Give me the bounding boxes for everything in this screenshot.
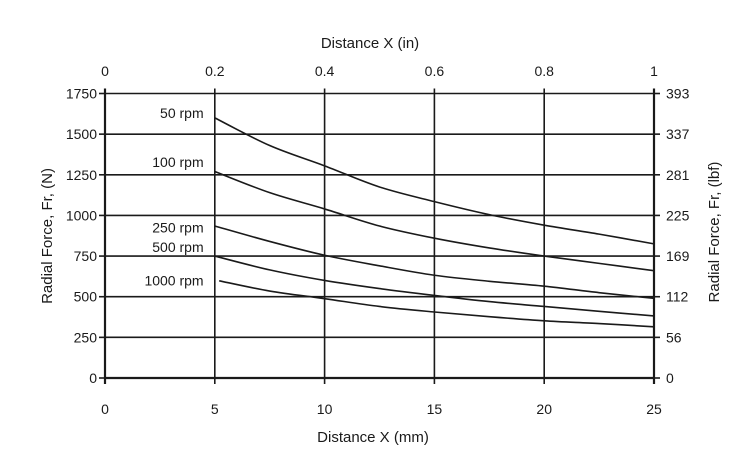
series-curve-500-rpm [214, 255, 655, 317]
x-top-tick-label: 0.4 [315, 63, 335, 79]
y-tick-label: 1000 [66, 207, 97, 223]
x-top-tick-label: 0 [101, 63, 109, 79]
series-curve-100-rpm [214, 170, 655, 272]
x-top-tick-label: 0.6 [425, 63, 445, 79]
y-tick-label: 500 [74, 289, 98, 305]
x-tick-label: 5 [211, 401, 219, 417]
y-axis-title-right: Radial Force, Fr, (lbf) [706, 162, 723, 303]
series-curve-1000-rpm [219, 279, 655, 328]
y-tick-label: 1500 [66, 126, 97, 142]
y-tick-label: 1750 [66, 86, 97, 102]
x-tick-label: 25 [646, 401, 662, 417]
series-label: 500 rpm [152, 239, 203, 255]
series-label: 50 rpm [160, 105, 204, 121]
series-labels: 50 rpm 100 rpm 250 rpm 500 rpm 1000 rpm [144, 105, 203, 288]
series-label: 1000 rpm [144, 272, 203, 288]
y-right-tick-label: 281 [666, 167, 690, 183]
axes [99, 92, 660, 379]
x-axis-title-top: Distance X (in) [321, 35, 419, 52]
y-right-tick-label: 112 [666, 289, 689, 305]
x-axis-title-bottom: Distance X (mm) [317, 429, 429, 446]
y-right-tick-label: 0 [666, 370, 674, 386]
grid-lines [103, 88, 656, 384]
x-top-tick-label: 0.2 [205, 63, 225, 79]
y-axis-title-left: Radial Force, Fr, (N) [39, 168, 56, 304]
y-right-tick-label: 56 [666, 329, 682, 345]
y-tick-label: 1250 [66, 167, 97, 183]
x-tick-label: 15 [427, 401, 443, 417]
y-tick-label: 750 [74, 248, 98, 264]
series-label: 100 rpm [152, 154, 203, 170]
y-tick-label: 0 [89, 370, 97, 386]
series-label: 250 rpm [152, 220, 203, 236]
series-curve-50-rpm [214, 117, 655, 245]
y-tick-label: 250 [74, 329, 98, 345]
x-tick-label: 0 [101, 401, 109, 417]
x-top-tick-label: 1 [650, 63, 658, 79]
y-right-tick-label: 169 [666, 248, 690, 264]
x-tick-label: 20 [536, 401, 552, 417]
y-right-tick-label: 337 [666, 126, 690, 142]
data-series [214, 117, 655, 328]
y-right-tick-label: 393 [666, 86, 690, 102]
series-curve-250-rpm [214, 225, 655, 300]
x-tick-label: 10 [317, 401, 333, 417]
x-top-tick-label: 0.8 [534, 63, 554, 79]
y-right-tick-label: 225 [666, 207, 690, 223]
